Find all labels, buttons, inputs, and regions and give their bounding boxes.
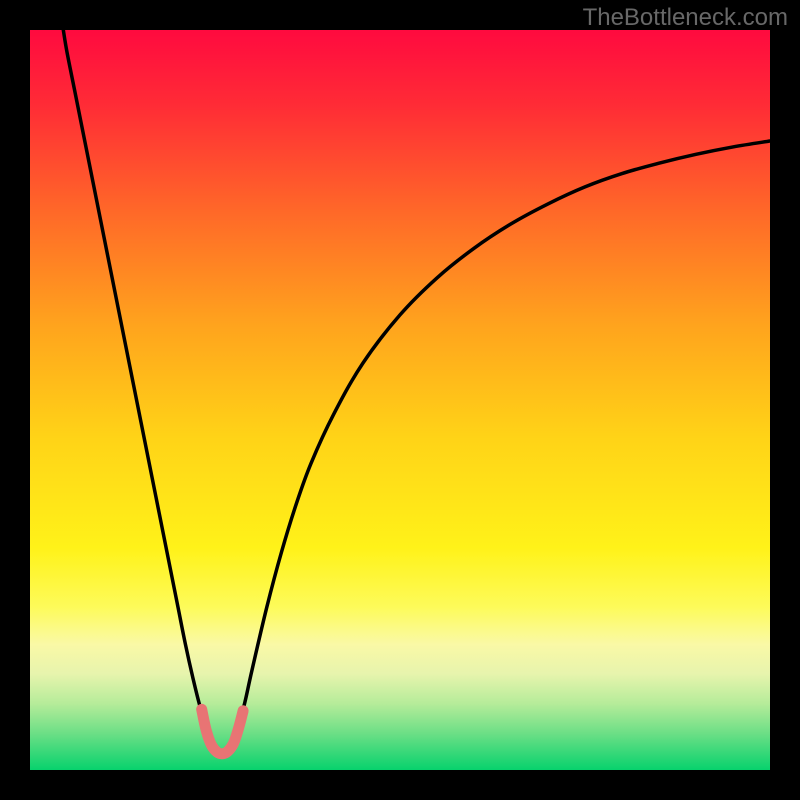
gradient-background bbox=[30, 30, 770, 770]
outer-frame: TheBottleneck.com bbox=[0, 0, 800, 800]
chart-svg bbox=[30, 30, 770, 770]
watermark-text: TheBottleneck.com bbox=[583, 4, 788, 32]
plot-area bbox=[30, 30, 770, 770]
